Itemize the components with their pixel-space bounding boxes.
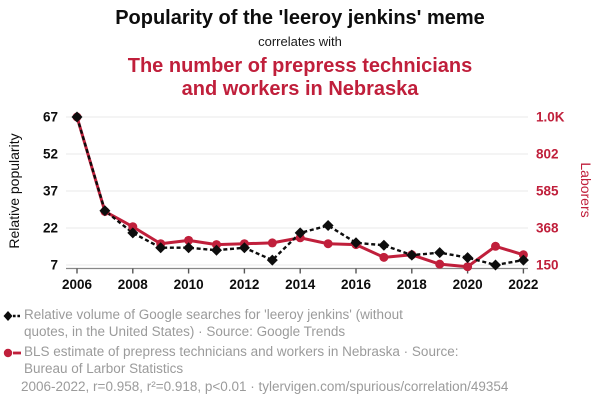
marker-leeroy-searches — [155, 242, 167, 254]
x-tick-label: 2010 — [174, 277, 204, 292]
x-tick-label: 2020 — [453, 277, 483, 292]
marker-leeroy-searches — [294, 227, 306, 239]
y-tick-label-right: 150 — [536, 258, 559, 273]
marker-prepress-nebraska — [128, 222, 138, 232]
legend-text-leeroy: Relative volume of Google searches for '… — [24, 306, 403, 340]
marker-leeroy-searches — [211, 244, 222, 256]
y-tick-label-right: 802 — [536, 147, 559, 162]
chart-header: Popularity of the 'leeroy jenkins' meme … — [0, 6, 600, 101]
y-tick-label-left: 22 — [43, 221, 58, 236]
marker-leeroy-searches — [517, 254, 529, 266]
marker-leeroy-searches — [127, 227, 139, 239]
marker-prepress-nebraska — [491, 241, 500, 251]
x-tick-label: 2008 — [118, 277, 149, 292]
legend-text-prepress: BLS estimate of prepress technicians and… — [24, 343, 458, 377]
marker-leeroy-searches — [71, 111, 83, 123]
marker-leeroy-searches — [462, 252, 474, 264]
chart-title-top: Popularity of the 'leeroy jenkins' meme — [115, 7, 485, 29]
marker-leeroy-searches — [378, 239, 390, 251]
y-tick-label-right: 368 — [536, 221, 559, 236]
y-tick-label-right: 585 — [536, 184, 559, 199]
marker-leeroy-searches — [350, 237, 362, 249]
y-tick-label-right: 1.0K — [536, 110, 565, 125]
x-tick-label: 2012 — [229, 277, 259, 292]
stats-and-source-line: 2006-2022, r=0.958, r²=0.918, p<0.01 · t… — [21, 379, 509, 394]
x-tick-label: 2022 — [508, 277, 538, 292]
legend-item-leeroy: Relative volume of Google searches for '… — [3, 306, 403, 340]
y-tick-label-left: 7 — [50, 258, 58, 273]
chart-title-bottom: The number of prepress technicians and w… — [0, 55, 600, 101]
legend-leeroy-line1: Relative volume of Google searches for '… — [24, 307, 403, 322]
marker-prepress-nebraska — [463, 262, 473, 272]
legend-prepress-line2: Bureau of Larbor Statistics — [24, 361, 184, 376]
red-dot-solid-line-icon — [3, 348, 21, 358]
x-tick-label: 2014 — [285, 277, 316, 292]
legend-prepress-line1: BLS estimate of prepress technicians and… — [24, 344, 459, 359]
legend-leeroy-line2: quotes, in the United States) · Source: … — [24, 324, 346, 339]
x-tick-label: 2018 — [397, 277, 428, 292]
y-tick-label-left: 52 — [43, 147, 58, 162]
marker-prepress-nebraska — [435, 259, 445, 269]
marker-leeroy-searches — [490, 259, 501, 271]
x-tick-label: 2006 — [62, 277, 93, 292]
marker-leeroy-searches — [406, 249, 418, 261]
marker-leeroy-searches — [434, 247, 446, 259]
marker-leeroy-searches — [266, 254, 278, 266]
x-tick-label: 2016 — [341, 277, 372, 292]
legend-item-prepress: BLS estimate of prepress technicians and… — [3, 343, 458, 377]
marker-leeroy-searches — [99, 205, 111, 217]
marker-leeroy-searches — [322, 220, 334, 232]
marker-leeroy-searches — [238, 242, 250, 254]
marker-prepress-nebraska — [379, 252, 389, 262]
black-diamond-dashed-line-icon — [3, 311, 21, 321]
y-tick-label-left: 67 — [43, 110, 58, 125]
y-tick-label-left: 37 — [43, 184, 58, 199]
marker-prepress-nebraska — [184, 235, 194, 245]
marker-leeroy-searches — [183, 242, 195, 254]
marker-prepress-nebraska — [212, 240, 221, 250]
marker-prepress-nebraska — [323, 239, 333, 249]
series-line-prepress-nebraska — [75, 116, 524, 269]
chart-title-bottom-line1: The number of prepress technicians — [127, 55, 473, 77]
chart-title-bottom-line2: and workers in Nebraska — [181, 78, 419, 100]
chart-connector-text: correlates with — [258, 34, 342, 49]
marker-prepress-nebraska — [267, 238, 277, 248]
